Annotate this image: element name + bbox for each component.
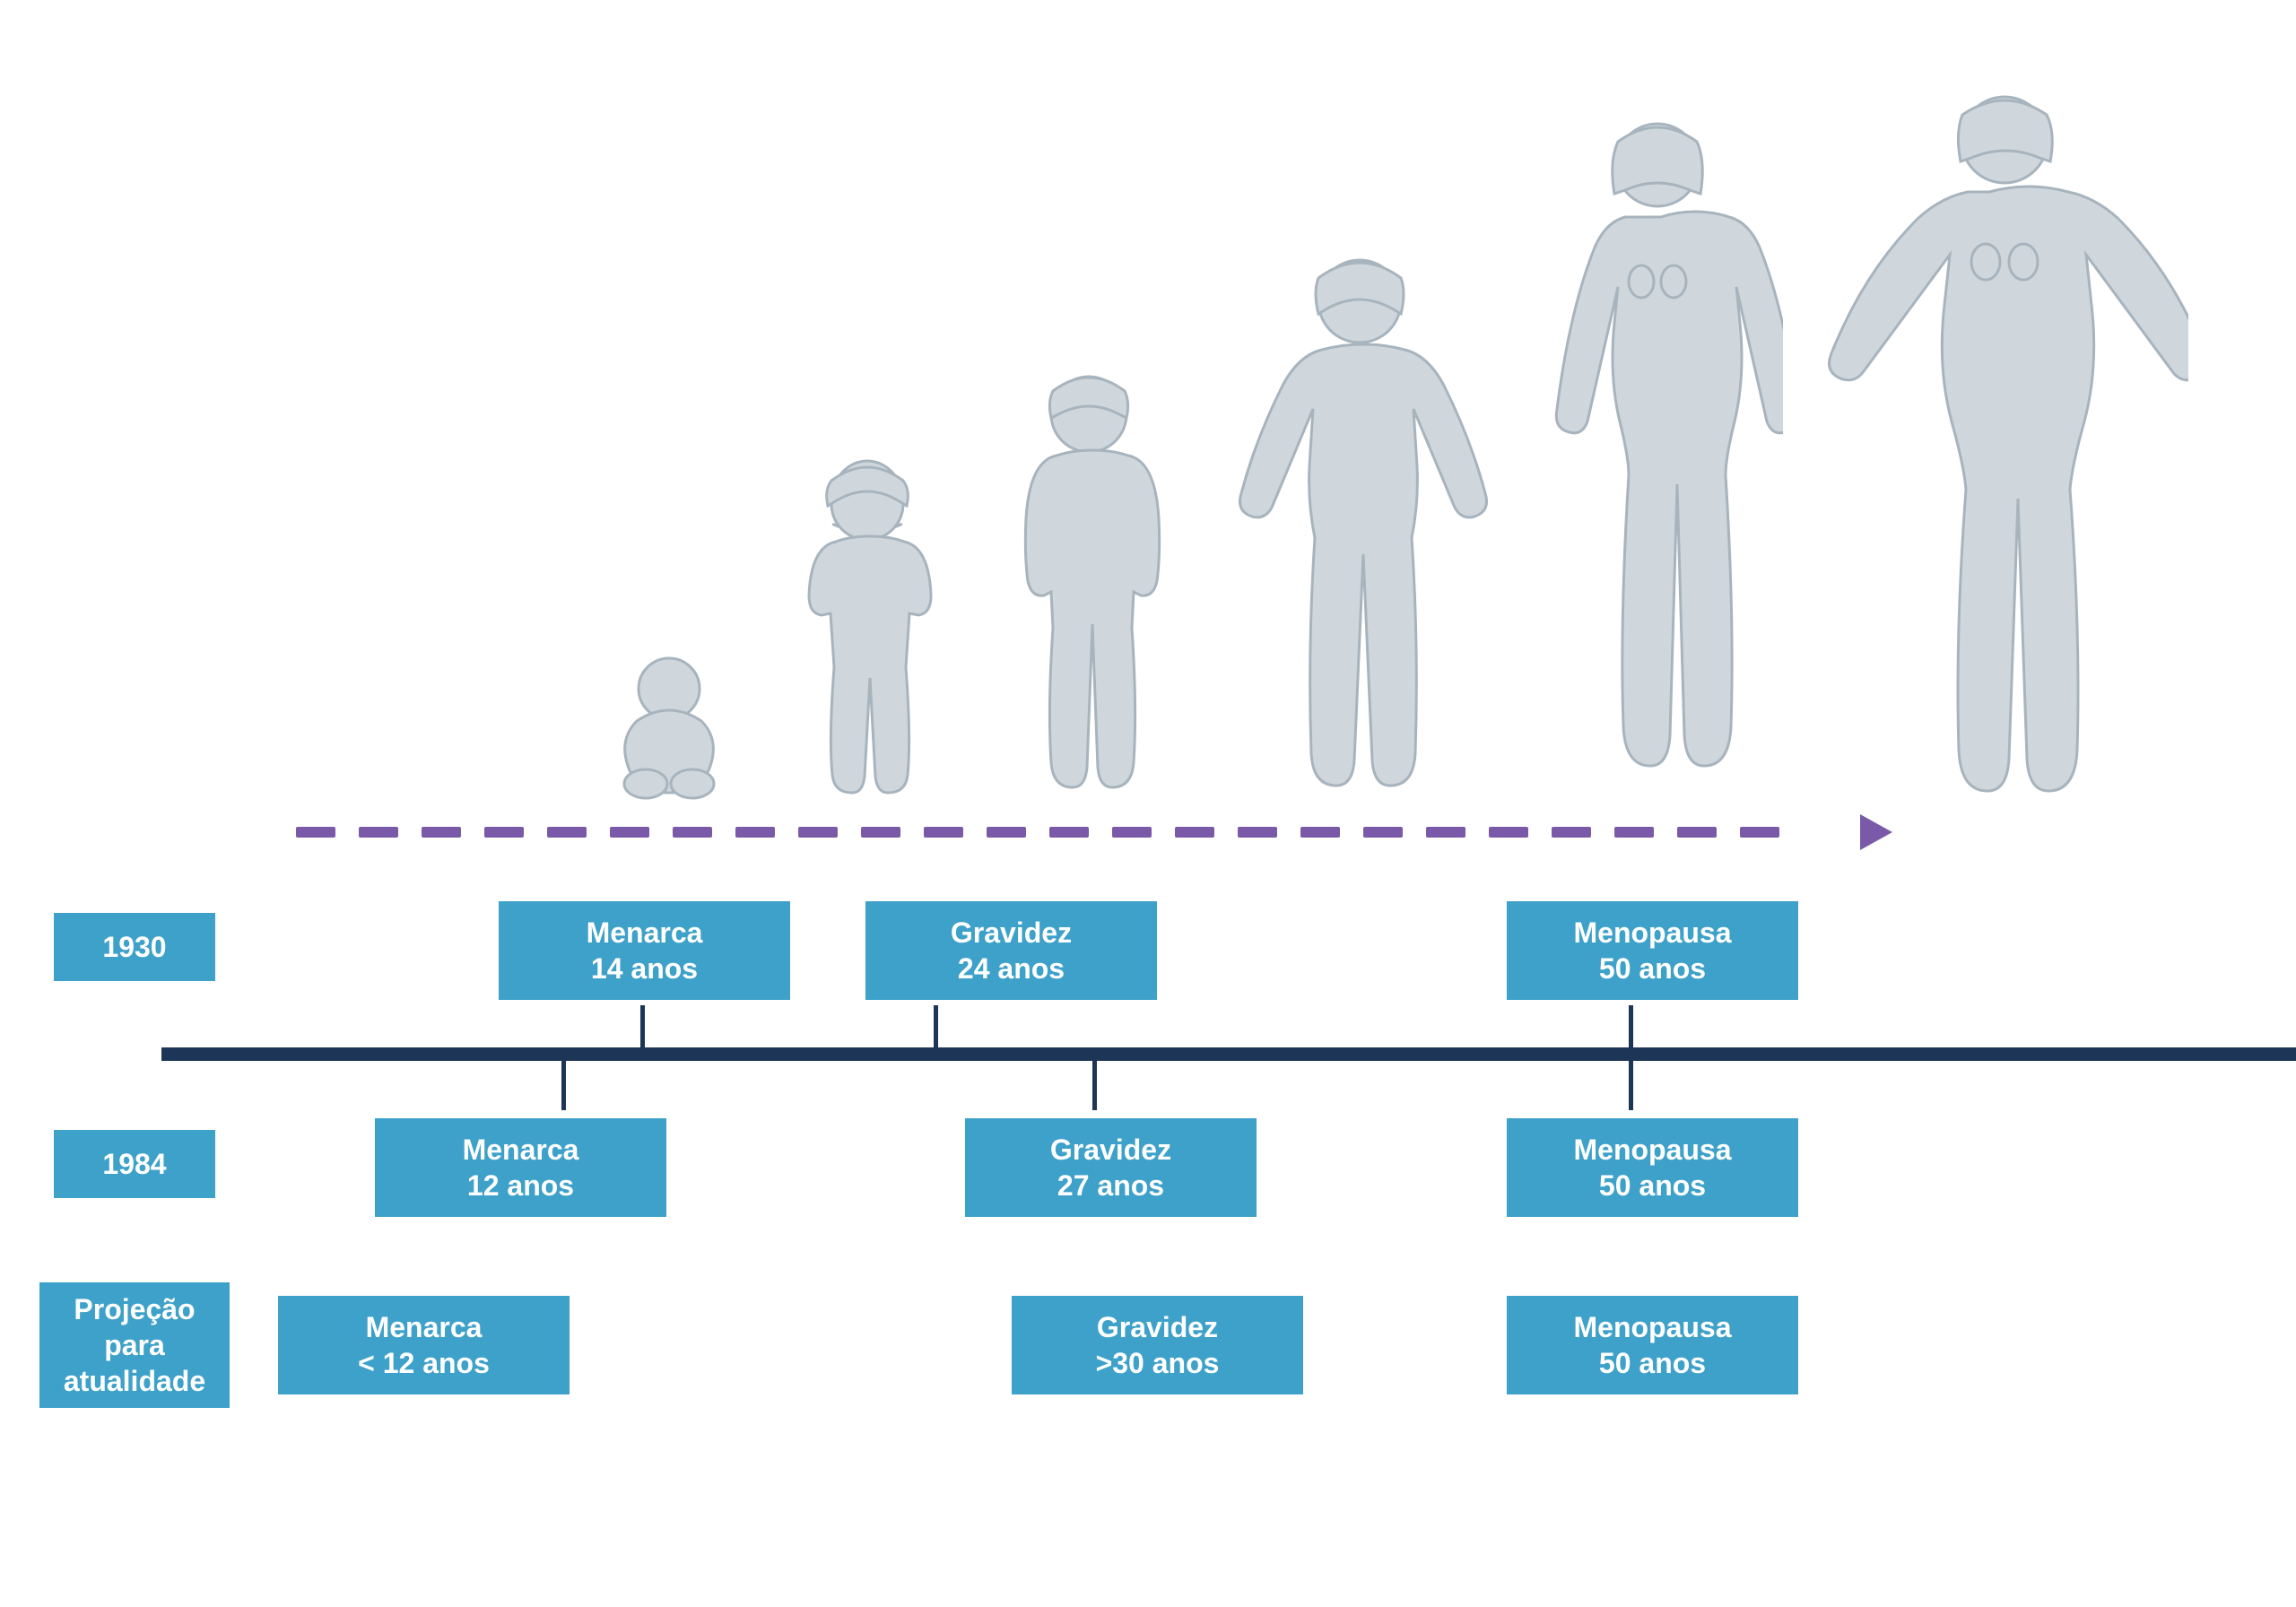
figure-infant: [592, 649, 744, 802]
box-menopausa-1984: Menopausa50 anos: [1507, 1118, 1798, 1217]
figure-toddler: [782, 452, 952, 802]
box-menopausa-1930: Menopausa50 anos: [1507, 901, 1798, 1000]
box-line: 50 anos: [1599, 1345, 1706, 1381]
box-line: 1984: [102, 1146, 166, 1182]
arrow-dash: [1552, 827, 1591, 838]
arrow-dash: [547, 827, 587, 838]
arrow-dash: [861, 827, 900, 838]
box-menarca-1984: Menarca12 anos: [375, 1118, 666, 1217]
box-line: Menarca: [366, 1309, 483, 1345]
figure-preteen: [1225, 246, 1494, 802]
arrow-dash: [296, 827, 335, 838]
arrow-dash: [1489, 827, 1528, 838]
box-line: Menarca: [587, 915, 703, 951]
growth-arrow: [296, 814, 1892, 850]
box-line: atualidade: [64, 1363, 205, 1399]
arrow-dash: [987, 827, 1026, 838]
arrow-dash: [359, 827, 398, 838]
figure-child: [990, 362, 1187, 802]
arrow-dash: [1677, 827, 1717, 838]
box-line: 50 anos: [1599, 1168, 1706, 1203]
arrow-dash: [1614, 827, 1654, 838]
box-line: Projeção: [74, 1291, 195, 1327]
arrow-dash: [798, 827, 838, 838]
box-line: Menarca: [463, 1132, 579, 1168]
arrow-dash: [673, 827, 712, 838]
arrow-dash: [484, 827, 524, 838]
arrow-dash: [610, 827, 649, 838]
box-line: >30 anos: [1096, 1345, 1220, 1381]
figures-row: [296, 0, 1892, 802]
box-year-projection: Projeçãoparaatualidade: [39, 1282, 230, 1408]
box-menopausa-projection: Menopausa50 anos: [1507, 1296, 1798, 1394]
figure-adult: [1821, 84, 2188, 802]
box-menarca-projection: Menarca< 12 anos: [278, 1296, 570, 1394]
box-line: Menopausa: [1573, 1132, 1731, 1168]
box-line: < 12 anos: [358, 1345, 490, 1381]
box-gravidez-1930: Gravidez24 anos: [865, 901, 1157, 1000]
timeline-bar: [161, 1047, 2296, 1061]
box-line: para: [104, 1327, 165, 1363]
arrow-dash: [1363, 827, 1403, 838]
box-line: Gravidez: [1050, 1132, 1171, 1168]
box-line: 50 anos: [1599, 951, 1706, 986]
timeline-tick: [1629, 1005, 1633, 1047]
box-line: Menopausa: [1573, 1309, 1731, 1345]
timeline-tick: [640, 1005, 645, 1047]
arrow-dash: [1426, 827, 1465, 838]
box-line: 14 anos: [591, 951, 698, 986]
box-menarca-1930: Menarca14 anos: [499, 901, 790, 1000]
arrow-dash: [1112, 827, 1152, 838]
diagram-canvas: 1930Menarca14 anosGravidez24 anosMenopau…: [0, 0, 2296, 1607]
box-line: 1930: [102, 929, 166, 965]
arrow-dash: [1175, 827, 1214, 838]
box-year-1930: 1930: [54, 913, 215, 981]
box-line: 24 anos: [958, 951, 1065, 986]
box-line: 27 anos: [1057, 1168, 1164, 1203]
arrow-dash: [1049, 827, 1089, 838]
timeline-tick: [561, 1061, 566, 1110]
figure-young-adult: [1532, 111, 1783, 802]
arrow-dash: [735, 827, 775, 838]
timeline-tick: [934, 1005, 938, 1047]
box-gravidez-1984: Gravidez27 anos: [965, 1118, 1257, 1217]
arrow-dash: [1740, 827, 1779, 838]
box-line: Menopausa: [1573, 915, 1731, 951]
arrow-dash: [924, 827, 963, 838]
box-year-1984: 1984: [54, 1130, 215, 1198]
arrow-dash: [422, 827, 461, 838]
arrow-dash: [1300, 827, 1340, 838]
arrow-head-icon: [1860, 814, 1892, 850]
timeline-tick: [1629, 1061, 1633, 1110]
box-line: 12 anos: [467, 1168, 574, 1203]
box-line: Gravidez: [951, 915, 1072, 951]
box-gravidez-projection: Gravidez>30 anos: [1012, 1296, 1303, 1394]
timeline-tick: [1092, 1061, 1097, 1110]
arrow-dash: [1238, 827, 1277, 838]
box-line: Gravidez: [1097, 1309, 1218, 1345]
